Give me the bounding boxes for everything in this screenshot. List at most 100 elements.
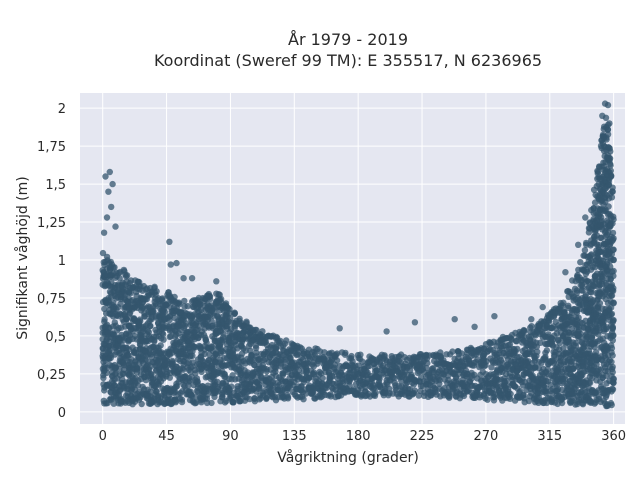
data-point — [204, 391, 211, 398]
data-point — [127, 289, 134, 297]
data-point — [100, 374, 107, 382]
data-point — [610, 284, 617, 292]
data-point — [373, 367, 380, 374]
data-point — [488, 364, 495, 371]
data-point — [284, 395, 292, 402]
data-point — [160, 336, 167, 343]
x-tick-label: 135 — [282, 429, 307, 444]
data-point — [607, 173, 614, 180]
data-point — [107, 346, 114, 354]
data-point — [610, 267, 617, 275]
data-point — [610, 272, 617, 280]
data-point — [390, 375, 398, 382]
data-point — [386, 385, 393, 392]
x-tick-label: 270 — [473, 429, 498, 444]
data-point — [610, 235, 617, 242]
outlier-point — [411, 319, 419, 326]
data-point — [603, 346, 610, 354]
data-point — [279, 371, 287, 379]
data-point — [228, 383, 235, 390]
data-point — [103, 369, 110, 376]
data-point — [610, 256, 617, 264]
data-point — [521, 327, 528, 335]
data-point — [607, 167, 614, 174]
outlier-point — [112, 223, 119, 230]
data-point — [430, 365, 437, 372]
data-point — [609, 369, 616, 376]
data-point — [592, 349, 600, 356]
data-point — [208, 399, 215, 407]
data-point — [608, 358, 615, 366]
outlier-point — [109, 180, 116, 188]
outlier-point — [336, 325, 343, 332]
data-point — [218, 394, 226, 401]
data-point — [123, 315, 130, 322]
data-point — [147, 322, 154, 330]
outlier-point — [173, 259, 180, 267]
x-tick-labels: 0 45 90 135 180 225 270 315 360 — [99, 429, 626, 444]
data-point — [609, 363, 616, 371]
data-point — [596, 300, 604, 307]
data-point — [217, 295, 225, 303]
data-point — [123, 272, 131, 279]
outlier-point — [180, 275, 187, 282]
y-tick-label: 1,5 — [45, 178, 66, 193]
data-point — [172, 396, 179, 403]
data-point — [110, 400, 118, 407]
data-point — [609, 319, 616, 326]
outlier-point — [103, 214, 111, 221]
data-point — [101, 305, 108, 313]
outlier-point — [166, 238, 173, 245]
data-point — [189, 352, 196, 359]
data-point — [599, 275, 606, 283]
data-point — [484, 396, 491, 403]
data-point — [609, 386, 617, 393]
data-point — [528, 323, 535, 330]
data-point — [300, 396, 307, 403]
data-point — [577, 259, 584, 266]
data-point — [231, 310, 239, 317]
data-point — [159, 329, 166, 337]
data-point — [319, 374, 326, 382]
data-point — [259, 328, 266, 335]
data-point — [572, 342, 580, 350]
data-point — [608, 401, 615, 409]
data-point — [179, 365, 186, 372]
data-point — [609, 352, 616, 359]
data-point — [537, 339, 544, 346]
data-point — [227, 394, 234, 401]
x-axis-label: Vågriktning (grader) — [277, 449, 419, 466]
data-point — [252, 326, 259, 334]
y-tick-label: 1,75 — [37, 140, 66, 155]
data-point — [246, 395, 253, 403]
outlier-point — [213, 278, 220, 285]
data-point — [101, 316, 108, 323]
data-point — [366, 362, 373, 370]
data-point — [436, 376, 443, 384]
data-point — [544, 366, 551, 373]
data-point — [588, 251, 595, 258]
data-point — [376, 375, 383, 382]
data-point — [575, 314, 582, 321]
outlier-point — [471, 323, 478, 330]
data-point — [281, 340, 289, 347]
data-point — [604, 131, 612, 138]
outlier-point — [383, 328, 390, 335]
data-point — [333, 357, 341, 364]
data-point — [166, 374, 173, 381]
data-point — [185, 382, 192, 389]
x-tick-label: 90 — [222, 429, 239, 444]
outlier-point — [528, 316, 535, 323]
data-point — [610, 299, 617, 306]
data-point — [230, 399, 237, 406]
data-point — [610, 332, 617, 339]
outlier-point — [100, 229, 108, 236]
data-point — [424, 359, 431, 367]
data-point — [159, 295, 166, 302]
data-point — [259, 361, 266, 369]
x-tick-label: 225 — [410, 429, 435, 444]
outlier-point — [491, 313, 498, 320]
data-point — [605, 203, 612, 210]
data-point — [586, 379, 594, 387]
